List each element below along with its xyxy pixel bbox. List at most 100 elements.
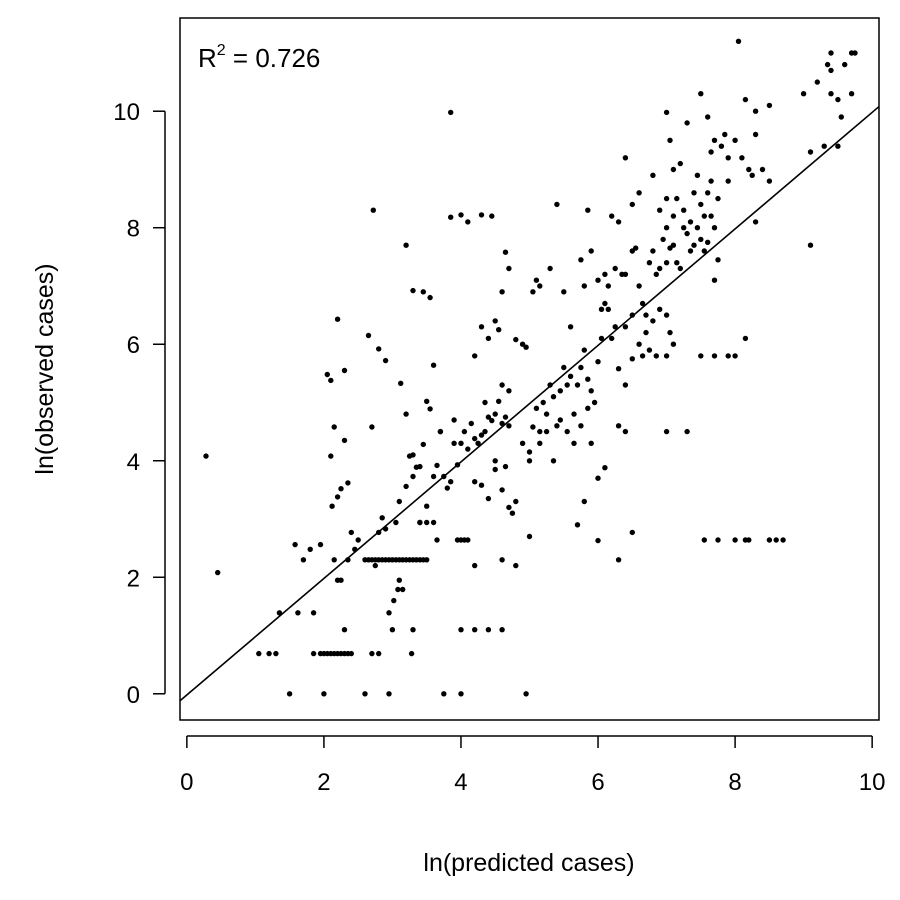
- data-point-137: [468, 420, 474, 427]
- data-point-224: [561, 289, 567, 295]
- data-point-34: [348, 529, 354, 536]
- points-layer: [203, 38, 858, 697]
- data-point-263: [701, 248, 707, 254]
- data-point-39: [334, 577, 341, 583]
- data-point-128: [410, 452, 416, 458]
- data-point-353: [835, 96, 841, 103]
- data-point-305: [694, 172, 701, 178]
- data-point-40: [328, 453, 334, 459]
- data-point-191: [574, 382, 581, 388]
- data-point-233: [595, 537, 601, 544]
- data-point-7: [292, 541, 298, 548]
- data-point-211: [585, 405, 591, 411]
- data-point-215: [581, 498, 587, 505]
- x-tick-label-4: 4: [454, 769, 467, 796]
- data-point-14: [310, 650, 317, 657]
- data-point-316: [725, 155, 731, 161]
- data-point-212: [588, 440, 594, 446]
- data-point-297: [684, 428, 690, 435]
- data-point-227: [581, 283, 587, 289]
- data-point-127: [499, 627, 505, 633]
- data-point-301: [674, 195, 680, 202]
- data-point-199: [602, 300, 608, 307]
- data-point-182: [543, 411, 550, 417]
- data-point-347: [814, 79, 820, 85]
- data-point-96: [424, 503, 430, 509]
- data-point-125: [472, 627, 478, 633]
- data-point-306: [698, 201, 704, 208]
- data-point-270: [629, 356, 635, 362]
- data-point-172: [499, 557, 505, 563]
- data-point-228: [588, 248, 594, 254]
- y-tick-label-4: 4: [127, 449, 140, 476]
- data-point-225: [567, 324, 574, 330]
- x-tick-label-10: 10: [859, 769, 886, 796]
- data-point-232: [615, 219, 622, 225]
- data-point-200: [605, 306, 611, 312]
- data-point-43: [355, 537, 361, 543]
- data-point-271: [636, 341, 642, 347]
- data-point-25: [324, 371, 330, 378]
- data-point-223: [547, 265, 553, 272]
- data-point-205: [543, 428, 550, 435]
- data-point-101: [417, 519, 423, 526]
- data-point-221: [533, 277, 540, 283]
- data-point-264: [705, 239, 711, 245]
- data-point-117: [441, 691, 447, 697]
- data-point-343: [780, 537, 786, 543]
- data-point-41: [331, 424, 337, 430]
- data-point-262: [698, 236, 704, 243]
- data-point-254: [670, 242, 677, 248]
- data-point-304: [691, 190, 697, 196]
- data-point-12: [317, 541, 324, 548]
- data-point-81: [400, 586, 406, 593]
- data-point-134: [458, 440, 464, 446]
- plot-frame: [179, 17, 880, 721]
- data-point-97: [424, 398, 430, 404]
- data-point-307: [701, 213, 707, 219]
- r-squared-annotation: R2 = 0.726: [198, 42, 320, 73]
- data-point-8: [295, 610, 301, 616]
- data-point-313: [711, 137, 718, 143]
- data-point-30: [334, 494, 341, 500]
- data-point-71: [369, 424, 375, 430]
- data-point-179: [533, 405, 540, 411]
- data-point-165: [485, 495, 492, 502]
- data-point-286: [629, 201, 635, 208]
- data-point-169: [509, 510, 516, 516]
- data-point-163: [472, 479, 478, 485]
- data-point-231: [609, 213, 615, 219]
- data-point-140: [478, 432, 485, 438]
- data-point-104: [434, 537, 440, 543]
- data-point-155: [506, 388, 512, 394]
- y-tick-label-2: 2: [127, 565, 140, 592]
- data-point-272: [643, 329, 649, 336]
- data-point-268: [615, 366, 622, 372]
- data-point-124: [458, 627, 464, 633]
- x-axis-label: ln(predicted cases): [423, 849, 634, 877]
- data-point-3: [266, 650, 272, 657]
- y-tick-label-8: 8: [127, 216, 140, 243]
- data-point-355: [842, 61, 848, 68]
- data-point-190: [571, 411, 577, 417]
- data-point-136: [465, 446, 471, 452]
- data-point-296: [684, 120, 690, 126]
- data-point-330: [711, 353, 718, 359]
- data-point-178: [530, 424, 536, 430]
- data-point-290: [657, 207, 663, 213]
- data-point-329: [698, 353, 704, 359]
- data-point-241: [622, 271, 629, 277]
- data-point-249: [653, 271, 659, 277]
- data-point-2: [256, 650, 262, 657]
- data-point-166: [492, 466, 498, 473]
- data-point-74: [379, 515, 385, 521]
- data-point-340: [746, 537, 752, 543]
- data-point-91: [403, 483, 409, 490]
- data-point-346: [800, 91, 807, 97]
- data-point-300: [670, 213, 677, 219]
- data-point-0: [203, 453, 209, 459]
- data-point-279: [653, 353, 659, 359]
- data-point-289: [650, 172, 656, 178]
- data-point-27: [334, 316, 341, 322]
- data-point-193: [581, 347, 587, 353]
